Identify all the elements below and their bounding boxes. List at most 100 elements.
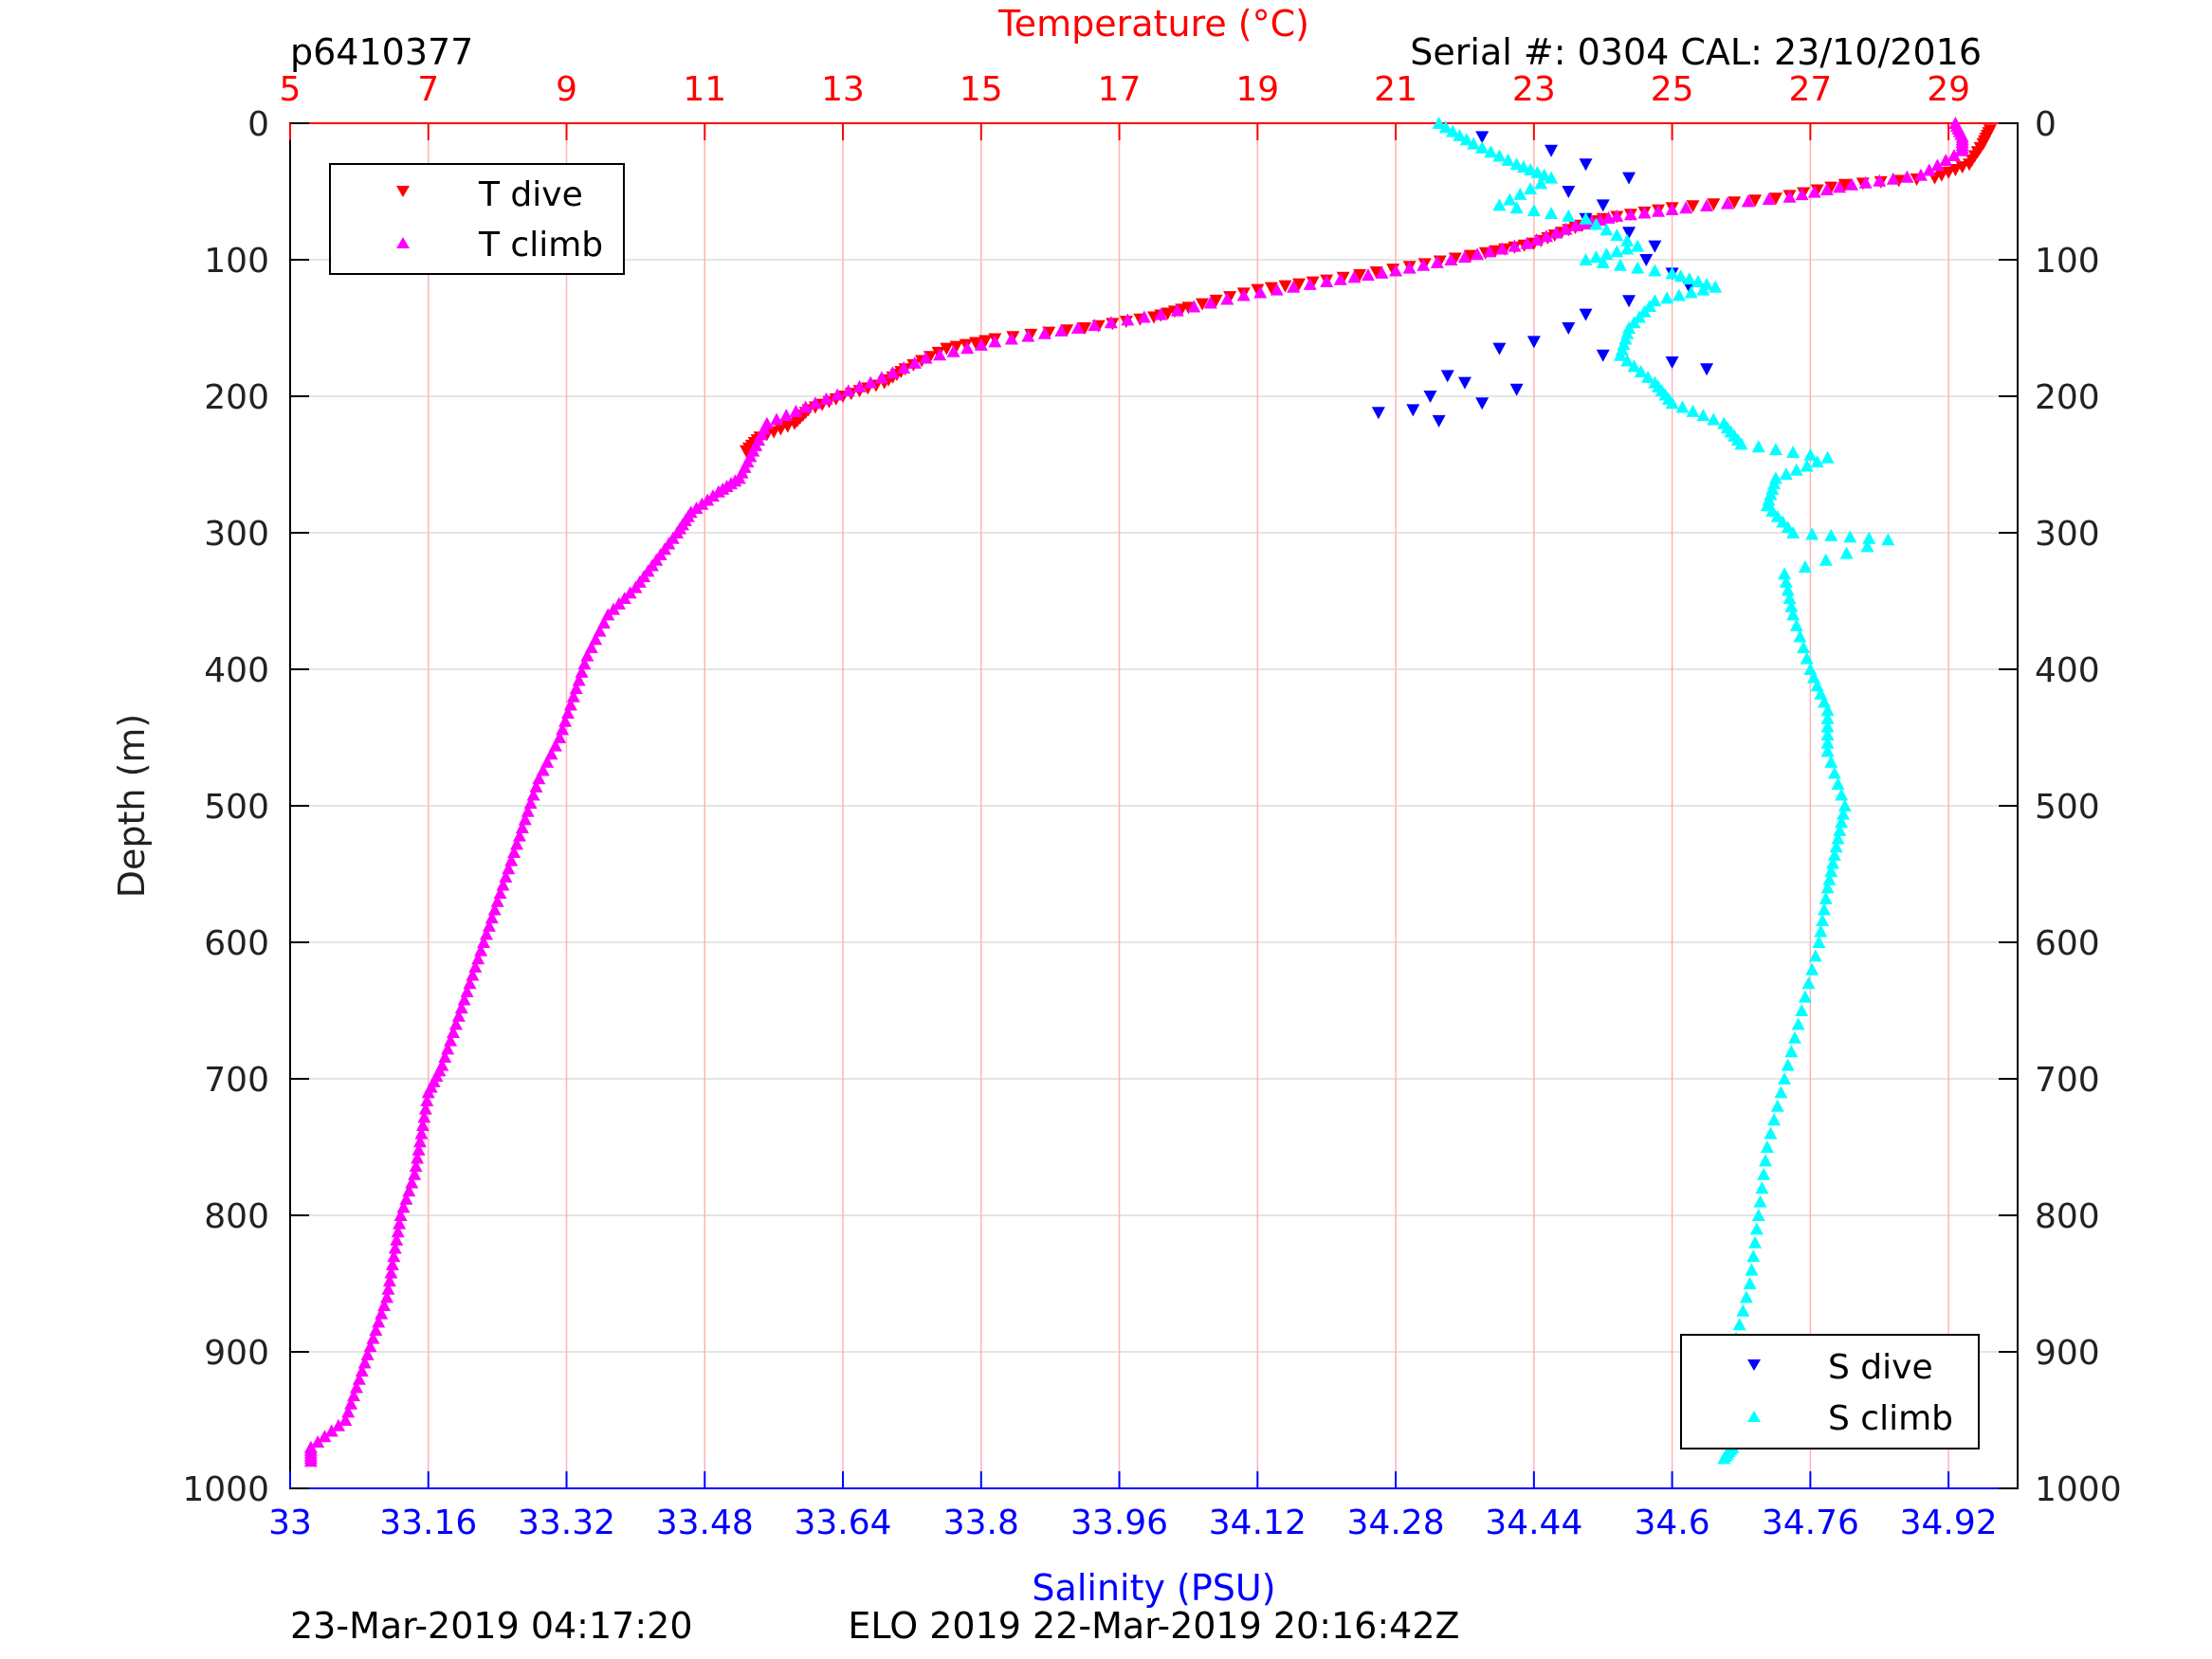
salinity-tick-label: 33.64 xyxy=(795,1504,892,1542)
data-point xyxy=(418,1102,432,1115)
data-point xyxy=(1622,227,1636,240)
salinity-tick-label: 33.8 xyxy=(943,1504,1019,1542)
data-point xyxy=(1732,1318,1746,1331)
data-point xyxy=(540,755,555,768)
data-point xyxy=(384,1266,398,1279)
data-point xyxy=(1922,163,1936,176)
data-point xyxy=(553,731,567,743)
data-point xyxy=(1459,133,1473,146)
data-point xyxy=(1797,640,1811,653)
data-point xyxy=(1622,295,1636,308)
data-point xyxy=(1939,154,1953,167)
data-point xyxy=(1824,755,1838,768)
data-point xyxy=(1484,145,1498,158)
data-point xyxy=(1827,766,1841,779)
data-point xyxy=(601,608,615,621)
data-point xyxy=(852,379,867,392)
data-point xyxy=(1526,336,1541,349)
data-point xyxy=(1520,236,1534,249)
data-point xyxy=(1568,219,1582,231)
data-point xyxy=(1320,275,1334,288)
data-point xyxy=(1743,1277,1757,1289)
data-point xyxy=(1679,201,1693,214)
data-point xyxy=(1820,450,1835,464)
axes: 0 0 100 100 200 200 300 300 400 400 500 500 600 600 70… xyxy=(182,70,2121,1542)
data-point xyxy=(1665,356,1679,369)
data-point xyxy=(1741,194,1755,208)
salinity-tick-label: 34.28 xyxy=(1347,1504,1445,1542)
data-point xyxy=(1820,703,1835,717)
data-point xyxy=(1121,313,1135,326)
data-point xyxy=(1589,217,1603,230)
data-point xyxy=(1930,158,1945,172)
data-point xyxy=(1438,120,1453,134)
data-point xyxy=(1562,186,1576,198)
data-point xyxy=(1278,280,1292,293)
data-point xyxy=(411,1142,426,1156)
data-point xyxy=(1734,437,1748,450)
data-point xyxy=(382,1274,396,1287)
data-point xyxy=(1361,268,1375,282)
temperature-tick-label: 19 xyxy=(1235,70,1279,109)
series-t-climb xyxy=(303,117,1969,1468)
data-point xyxy=(1782,592,1797,605)
data-point xyxy=(1492,198,1507,211)
data-point xyxy=(387,1249,401,1263)
data-point xyxy=(1353,268,1367,282)
data-point xyxy=(607,602,621,615)
data-point xyxy=(1402,261,1417,274)
salinity-tick-label: 33.32 xyxy=(518,1504,615,1542)
temperature-tick-label: 23 xyxy=(1512,70,1556,109)
data-point xyxy=(1745,1263,1759,1276)
data-point xyxy=(1513,187,1527,200)
data-point xyxy=(1758,1154,1772,1167)
depth-axis-title: Depth (m) xyxy=(111,714,153,899)
data-point xyxy=(897,361,911,374)
data-point xyxy=(1545,171,1559,184)
data-point xyxy=(1652,204,1666,217)
depth-tick-label: 500 xyxy=(204,788,269,827)
data-point xyxy=(1760,1140,1774,1153)
data-point xyxy=(1739,1290,1753,1304)
data-point xyxy=(1700,198,1714,211)
data-point xyxy=(1696,283,1710,296)
data-point xyxy=(1623,208,1637,221)
data-point xyxy=(1475,131,1490,144)
data-point xyxy=(1467,137,1481,150)
data-point xyxy=(1820,881,1835,894)
data-point xyxy=(1054,323,1069,337)
data-point xyxy=(388,1241,402,1254)
data-point xyxy=(1686,404,1700,417)
data-point xyxy=(1736,1304,1750,1317)
data-point xyxy=(1236,288,1251,301)
data-point xyxy=(1717,1451,1731,1465)
footer-timestamp: 23-Mar-2019 04:17:20 xyxy=(290,1605,693,1647)
data-point xyxy=(1822,872,1837,885)
data-point xyxy=(874,371,888,384)
data-point xyxy=(1453,128,1467,141)
data-point xyxy=(1791,1017,1805,1030)
data-point xyxy=(1524,182,1538,195)
data-point xyxy=(1060,324,1074,337)
data-point xyxy=(1579,211,1593,225)
data-point xyxy=(1858,175,1873,189)
data-point xyxy=(1457,376,1472,390)
profile-id: p6410377 xyxy=(290,31,473,73)
data-point xyxy=(1833,823,1847,836)
depth-tick-label: 600 xyxy=(204,924,269,963)
data-point xyxy=(1406,404,1420,417)
data-point xyxy=(548,738,562,752)
depth-tick-label-right: 800 xyxy=(2035,1197,2100,1236)
data-point xyxy=(1820,736,1835,749)
data-point xyxy=(1503,192,1517,206)
data-point xyxy=(1620,242,1635,255)
data-point xyxy=(740,445,754,458)
data-point xyxy=(1292,278,1307,291)
data-point xyxy=(1913,168,1928,181)
data-point xyxy=(1755,1181,1769,1194)
data-point xyxy=(332,1418,346,1431)
data-point xyxy=(1691,275,1705,288)
data-point xyxy=(940,342,954,356)
data-point xyxy=(1579,158,1593,172)
data-point xyxy=(841,384,855,397)
